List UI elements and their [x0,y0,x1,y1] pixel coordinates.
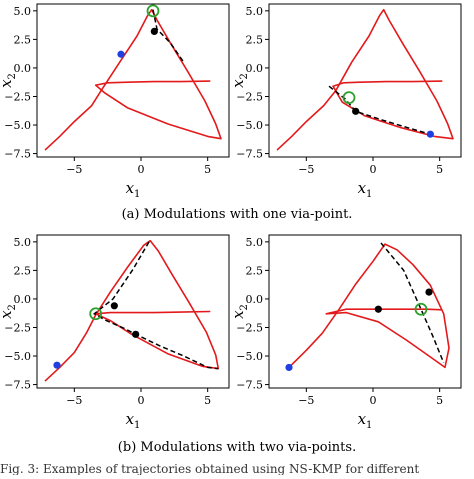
plot-a-right: −5 0 5 5.0 2.5 0.0 −2.5 −5.0 −7.5 x1 x2 [229,3,462,200]
x-tick-label: −5 [66,163,82,176]
y-tick-label: 2.5 [14,264,32,277]
via-point [425,288,433,296]
plot-b-right: −5 0 5 5.0 2.5 0.0 −2.5 −5.0 −7.5 x1 x2 [229,234,462,431]
via-point [352,107,360,115]
y-tick-label: 2.5 [246,264,264,277]
y-tick-label: −5.0 [236,350,263,363]
y-tick-label: 2.5 [246,33,264,46]
plot-area [285,242,450,372]
goal-circle [146,4,160,18]
modulated-trajectory-line [92,241,219,370]
via-point [374,305,382,313]
y-axis-label: x2 [0,304,18,319]
x-axis-label: x1 [126,179,141,200]
via-point [150,27,158,36]
x-tick-label: 5 [436,163,443,176]
modulated-trajectory-line [152,9,185,63]
y-tick-label: 0.0 [246,293,264,306]
y-axis-label: x2 [229,73,250,88]
x-tick-label: 0 [370,163,377,176]
caption-modulations-two-via-points: (b) Modulations with two via-points. [117,440,357,455]
axes-frame [36,234,230,389]
start-point [53,361,61,369]
trajectory-line [276,8,454,151]
y-tick-label: −5.0 [236,119,263,132]
y-tick-label: −2.5 [236,321,263,334]
axes-frame [36,3,230,158]
x-tick-label: −5 [298,394,314,407]
caption-modulations-one-via-point: (a) Modulations with one via-point. [121,207,353,222]
y-tick-label: 0.0 [14,62,32,75]
trajectory-line [44,239,220,382]
y-tick-label: 2.5 [14,33,32,46]
start-point [426,130,434,138]
figure-caption-partial: Fig. 3: Examples of trajectories obtaine… [0,462,420,475]
plot-area [44,4,222,151]
y-tick-label: 0.0 [14,293,32,306]
x-tick-label: 5 [436,394,443,407]
x-tick-label: 5 [204,163,211,176]
x-tick-label: 0 [138,394,145,407]
y-tick-label: −7.5 [4,379,31,392]
plot-b-left: −5 0 5 5.0 2.5 0.0 −2.5 −5.0 −7.5 x1 x2 [0,234,230,431]
modulated-trajectory-line [328,85,431,135]
x-axis-label: x1 [126,410,141,431]
x-axis-label: x1 [358,410,373,431]
y-tick-label: −7.5 [4,148,31,161]
plot-a-left: −5 0 5 5.0 2.5 0.0 −2.5 −5.0 −7.5 x1 x2 [0,3,230,200]
x-tick-label: 0 [370,394,377,407]
via-point [110,302,118,310]
axes-frame [268,3,462,158]
goal-circle [342,91,356,105]
x-tick-label: 0 [138,163,145,176]
y-tick-label: −2.5 [236,90,263,103]
y-axis-label: x2 [0,73,18,88]
y-tick-label: −5.0 [4,350,31,363]
x-tick-label: 5 [204,394,211,407]
x-tick-label: −5 [66,394,82,407]
y-tick-label: −2.5 [4,90,31,103]
y-tick-label: 5.0 [246,5,264,18]
trajectory-line [44,8,222,151]
start-point [117,50,125,58]
goal-circle [89,307,103,321]
plot-area [44,239,220,382]
y-tick-label: −5.0 [4,119,31,132]
y-axis-label: x2 [229,304,250,319]
trajectory-line [288,243,450,369]
y-tick-label: 0.0 [246,62,264,75]
y-tick-label: −7.5 [236,379,263,392]
y-tick-label: −2.5 [4,321,31,334]
plot-area [276,8,454,151]
y-tick-label: 5.0 [14,236,32,249]
x-tick-label: −5 [298,163,314,176]
y-tick-label: −7.5 [236,148,263,161]
y-tick-label: 5.0 [14,5,32,18]
y-tick-label: 5.0 [246,236,264,249]
axes-frame [268,234,462,389]
via-point [132,330,140,338]
start-point [285,363,293,372]
x-axis-label: x1 [358,179,373,200]
goal-circle [414,302,428,316]
